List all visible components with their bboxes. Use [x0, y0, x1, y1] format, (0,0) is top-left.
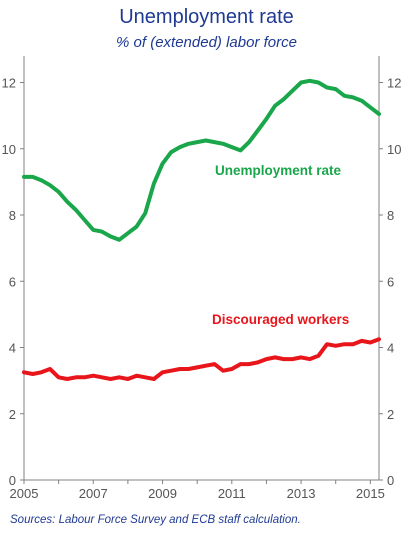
series-label-discouraged: Discouraged workers [212, 312, 349, 327]
axes: 0 0 2 2 4 4 6 6 8 8 10 10 12 12 2005 2007 2009 2011 2013 20… [2, 56, 401, 501]
y-tick-label-right: 12 [387, 76, 401, 91]
y-tick-label-left: 6 [9, 274, 16, 289]
y-tick-label-right: 0 [387, 473, 394, 488]
series-line-discouraged [22, 337, 381, 381]
y-tick-label-left: 2 [9, 407, 16, 422]
y-tick-label-left: 8 [9, 208, 16, 223]
y-tick-label-right: 10 [387, 142, 401, 157]
series-label-unemployment: Unemployment rate [215, 163, 342, 178]
x-tick-label: 2005 [10, 486, 39, 501]
y-tick-label-left: 12 [2, 76, 16, 91]
series-lines [22, 78, 381, 381]
y-tick-label-right: 4 [387, 341, 394, 356]
source-note: Sources: Labour Force Survey and ECB sta… [10, 514, 301, 526]
x-tick-label: 2009 [148, 486, 177, 501]
y-tick-label-left: 4 [9, 341, 16, 356]
series-line-unemployment [22, 78, 381, 242]
y-tick-label-right: 2 [387, 407, 394, 422]
y-tick-label-right: 6 [387, 274, 394, 289]
y-tick-label-left: 0 [9, 473, 16, 488]
x-tick-label: 2011 [218, 486, 246, 501]
y-tick-label-left: 10 [2, 142, 16, 157]
x-tick-label: 2007 [79, 486, 108, 501]
x-tick-label: 2015 [356, 486, 385, 501]
y-tick-label-right: 8 [387, 208, 394, 223]
chart-title: Unemployment rate [119, 6, 294, 28]
x-tick-label: 2013 [287, 486, 316, 501]
chart-subtitle: % of (extended) labor force [116, 34, 297, 51]
